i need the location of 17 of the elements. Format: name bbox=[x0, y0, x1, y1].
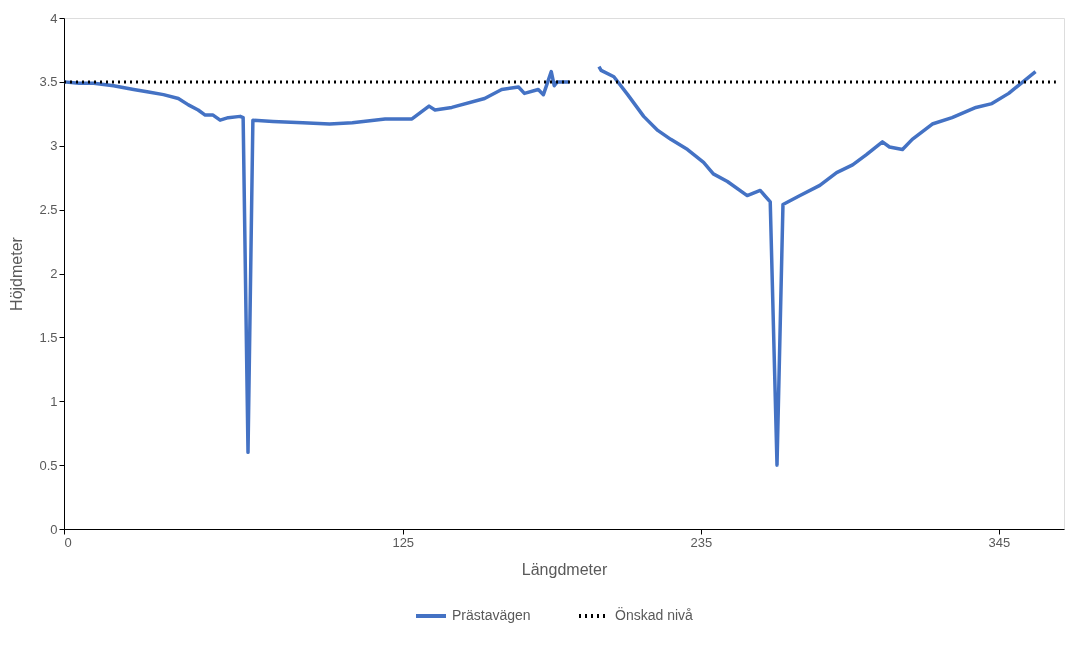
y-tick-label: 0.5 bbox=[39, 457, 58, 473]
y-tick-label: 1.5 bbox=[39, 329, 58, 345]
x-tick-label: 125 bbox=[392, 534, 415, 550]
y-tick-label: 1 bbox=[50, 393, 58, 409]
x-tick-label: 235 bbox=[690, 534, 713, 550]
y-tick-label: 2 bbox=[50, 266, 58, 281]
x-tick-label: 345 bbox=[988, 534, 1011, 550]
x-tick-label: 0 bbox=[64, 534, 72, 550]
legend-label: Prästavägen bbox=[452, 607, 531, 623]
y-tick-label: 4 bbox=[50, 10, 58, 26]
legend-label: Önskad nivå bbox=[615, 606, 694, 623]
y-tick-label: 2.5 bbox=[39, 202, 58, 218]
y-axis-title: Höjdmeter bbox=[8, 236, 26, 311]
y-tick-label: 3 bbox=[50, 138, 58, 154]
y-tick-label: 3.5 bbox=[39, 74, 58, 90]
x-axis-title: Längdmeter bbox=[521, 560, 608, 578]
y-tick-label: 0 bbox=[50, 521, 58, 537]
